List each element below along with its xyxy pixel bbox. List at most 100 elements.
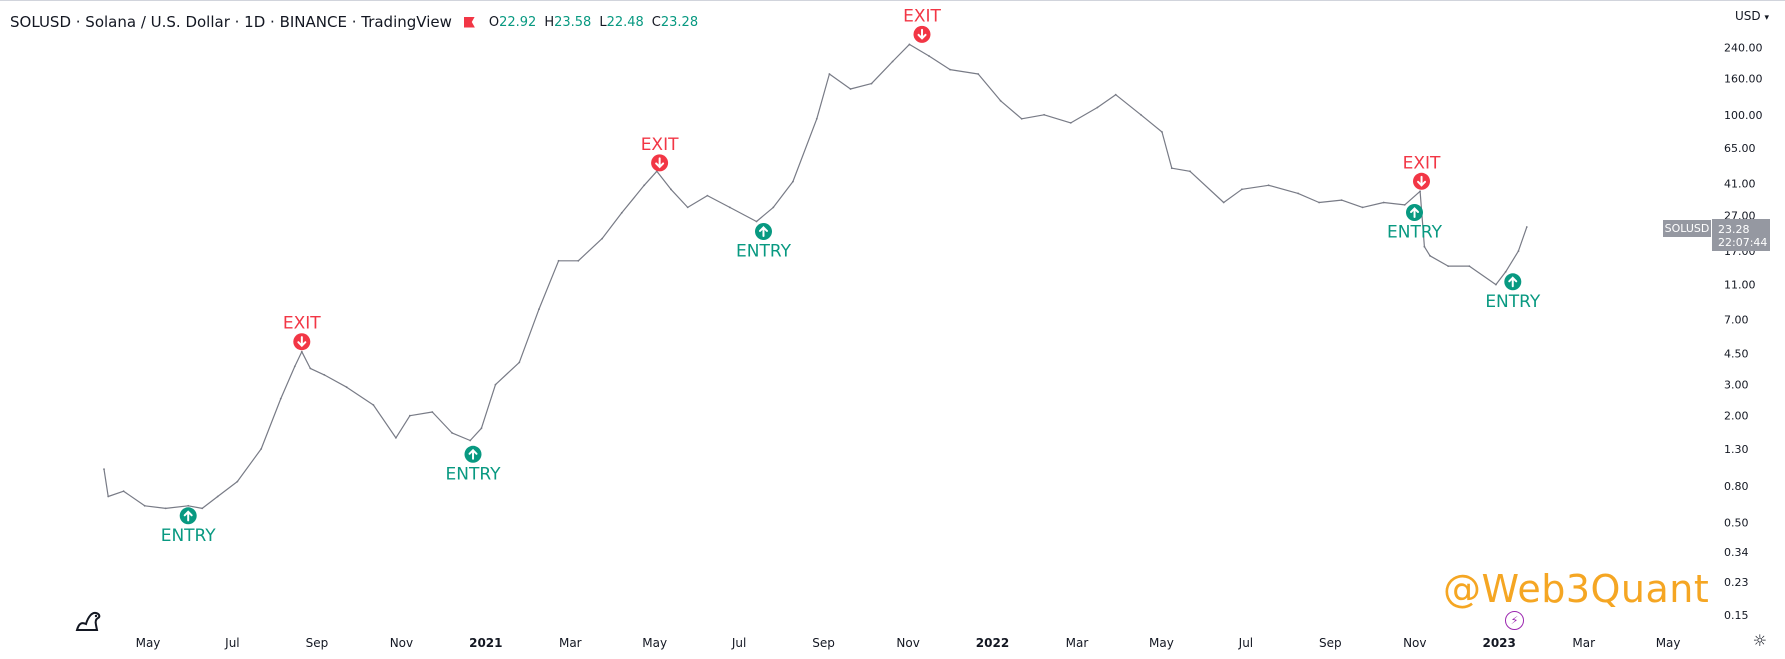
price-point <box>1468 265 1471 267</box>
entry-label: ENTRY <box>736 242 792 262</box>
x-axis: May Jul Sep Nov 2021 Mar May Jul Sep Nov 2022 Mar Ma… <box>136 636 1681 650</box>
price-point <box>451 432 453 434</box>
price-point <box>216 495 219 498</box>
price-point <box>1161 131 1163 133</box>
price-point <box>620 211 623 214</box>
x-tick-label: Jul <box>224 636 239 650</box>
price-point <box>323 374 326 376</box>
price-point <box>792 180 794 183</box>
price-point <box>1297 192 1299 195</box>
y-tick-label: 65.00 <box>1724 142 1756 155</box>
price-point <box>345 386 348 389</box>
price-point <box>1419 190 1421 193</box>
entry-marker: ENTRY <box>161 507 217 546</box>
x-tick-label: 2023 <box>1482 636 1515 650</box>
price-chart[interactable]: ENTRY EXIT ENTRY EXIT ENTRY EXIT ENTRY EXIT ENTR… <box>0 1 1712 659</box>
exit-marker: EXIT <box>1403 153 1441 190</box>
price-point <box>928 55 930 57</box>
lightning-icon[interactable]: ⚡ <box>1505 611 1524 630</box>
ohlc-open: O22.92 <box>488 14 537 30</box>
tradingview-logo-icon[interactable] <box>74 605 104 639</box>
y-tick-label: 0.34 <box>1724 546 1749 559</box>
price-point <box>1423 245 1426 248</box>
x-tick-label: May <box>1149 636 1174 650</box>
price-point <box>279 397 282 400</box>
price-point <box>706 194 709 197</box>
price-point <box>1447 265 1450 267</box>
price-point <box>1495 283 1497 286</box>
chevron-down-icon[interactable]: ▾ <box>1764 13 1769 23</box>
price-point <box>309 367 312 370</box>
price-point <box>103 468 105 470</box>
currency-label[interactable]: USD <box>1735 9 1761 23</box>
x-tick-label: Jul <box>731 636 746 650</box>
price-point <box>518 361 521 364</box>
price-tag-bg <box>1712 219 1770 251</box>
price-point <box>1043 113 1045 116</box>
entry-label: ENTRY <box>161 526 217 546</box>
entry-marker: ENTRY <box>736 223 792 262</box>
price-point <box>1170 167 1173 170</box>
price-point <box>686 206 689 209</box>
price-point <box>1504 270 1507 273</box>
price-point <box>260 448 263 450</box>
y-tick-label: 0.15 <box>1724 609 1749 622</box>
price-point <box>107 495 110 498</box>
price-point <box>1020 117 1023 120</box>
exit-label: EXIT <box>903 6 941 26</box>
flag-icon[interactable] <box>463 16 475 28</box>
y-tick-label: 2.00 <box>1724 410 1749 423</box>
price-point <box>395 437 397 439</box>
price-point <box>1382 201 1385 204</box>
price-line <box>103 43 1528 509</box>
marker-arrow <box>1508 276 1518 288</box>
price-point <box>143 504 146 507</box>
x-tick-label: Nov <box>1403 636 1426 650</box>
currency-menu[interactable]: USD ▾ <box>1735 9 1769 23</box>
exit-marker: EXIT <box>283 314 321 351</box>
y-tick-label: 3.00 <box>1724 379 1749 392</box>
price-point <box>164 507 167 510</box>
price-point <box>187 504 190 507</box>
price-scale[interactable]: 240.00160.00100.0065.0041.0027.0017.0011… <box>1712 1 1785 659</box>
price-point <box>494 383 497 386</box>
price-point <box>1340 199 1343 202</box>
symbol-tag: SOLUSD <box>1663 220 1711 237</box>
entry-marker: ENTRY <box>446 445 501 484</box>
price-point <box>293 365 296 368</box>
x-tick-label: May <box>642 636 667 650</box>
ohlc-low: L22.48 <box>599 14 644 30</box>
price-tag: 23.28 22:07:44 <box>1712 219 1770 251</box>
price-point <box>372 404 375 406</box>
x-tick-label: Mar <box>1066 636 1089 650</box>
y-tick-label: 4.50 <box>1724 347 1749 360</box>
price-point <box>201 507 204 510</box>
x-tick-label: Sep <box>1319 636 1342 650</box>
y-tick-label: 7.00 <box>1724 313 1749 326</box>
price-point <box>1241 188 1243 191</box>
x-tick-label: Nov <box>390 636 413 650</box>
y-tick-label: 11.00 <box>1724 279 1756 292</box>
price-point <box>908 43 911 46</box>
price-point <box>1318 201 1320 204</box>
gear-icon[interactable]: ☼ <box>1752 631 1767 650</box>
price-point <box>300 350 303 353</box>
price-point <box>1140 113 1142 116</box>
x-tick-label: Mar <box>559 636 582 650</box>
price-point <box>1361 206 1364 209</box>
y-tick-label: 0.80 <box>1724 480 1749 493</box>
exit-label: EXIT <box>641 135 679 155</box>
symbol-title[interactable]: SOLUSD · Solana / U.S. Dollar · 1D · BIN… <box>10 13 452 31</box>
x-tick-label: Jul <box>1238 636 1253 650</box>
price-point <box>557 259 560 262</box>
price-tag-price: 23.28 <box>1718 223 1750 236</box>
y-tick-label: 240.00 <box>1724 42 1763 55</box>
price-point <box>601 237 603 240</box>
ohlc-close: C23.28 <box>651 14 699 30</box>
price-point <box>828 73 831 75</box>
marker-arrow <box>917 28 927 40</box>
y-tick-label: 100.00 <box>1724 109 1763 122</box>
price-point <box>1517 250 1520 253</box>
symbol-header[interactable]: SOLUSD · Solana / U.S. Dollar · 1D · BIN… <box>10 11 706 33</box>
price-point <box>577 259 580 262</box>
